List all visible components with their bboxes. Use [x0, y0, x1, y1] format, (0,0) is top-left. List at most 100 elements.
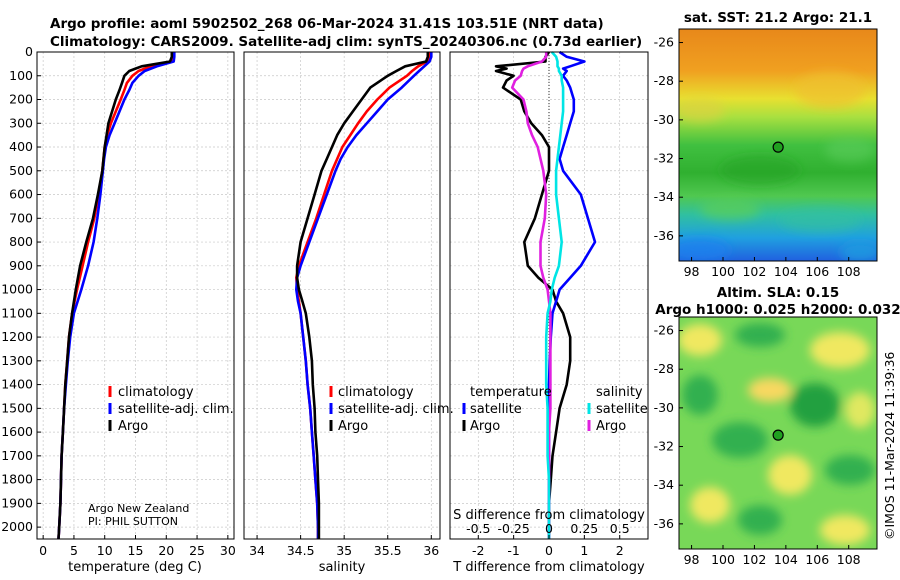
depth-tick-label: 500: [9, 163, 33, 178]
note-argo-group: Argo New Zealand: [88, 502, 189, 515]
salinity-axes-box: [243, 51, 441, 540]
difference-legend: temperature salinity satellite Argo sate…: [462, 385, 648, 434]
salinity-difference-tick-labels: -0.5 -0.25 0 0.25 0.5: [466, 521, 630, 536]
lon-tick-label: 108: [837, 552, 861, 567]
series-argo: [57, 52, 174, 540]
depth-tick-label: 900: [9, 258, 33, 273]
legend-climatology: climatology: [118, 385, 194, 400]
sla-lat-ticks: -26 -28 -30 -32 -34 -36: [654, 323, 683, 531]
legend-satellite: satellite-adj. clim.: [338, 402, 454, 417]
lon-tick-label: 100: [711, 552, 735, 567]
sst-map: -26 -28 -30 -32 -34 -36 98 100 102 104 106 108: [654, 28, 878, 279]
legend-climatology: climatology: [338, 385, 414, 400]
temperature-tick-labels: 0 5 10 15 20 25 30: [39, 535, 236, 558]
s-diff-tick-label: -0.5: [466, 521, 490, 536]
difference-panel: -2 -1 0 1 2 -0.5 -0.25 0 0.25 0.5 S difference f…: [449, 50, 649, 575]
temperature-xlabel: temperature (deg C): [68, 560, 202, 575]
sla-map-frame: [678, 316, 878, 550]
lon-tick-label: 108: [837, 264, 861, 279]
depth-tick-label: 1800: [1, 472, 33, 487]
sst-texture: [679, 72, 877, 261]
x-tick-label: 36: [423, 543, 439, 558]
temperature-legend: climatology satellite-adj. clim. Argo: [108, 385, 234, 434]
sst-lon-ticks: 98 100 102 104 106 108: [684, 257, 861, 279]
imos-credit: ©IMOS 11-Mar-2024 11:39:36: [882, 352, 897, 540]
depth-tick-label: 1100: [1, 305, 33, 320]
depth-tick-label: 1300: [1, 353, 33, 368]
depth-tick-label: 1500: [1, 400, 33, 415]
sla-lon-ticks: 98 100 102 104 106 108: [684, 545, 861, 567]
sst-lat-ticks: -26 -28 -30 -32 -34 -36: [654, 35, 683, 243]
x-tick-label: 34.5: [287, 543, 315, 558]
depth-tick-label: 200: [9, 92, 33, 107]
x-tick-label: -1: [507, 543, 519, 558]
s-diff-tick-label: -0.25: [497, 521, 529, 536]
legend-satellite: satellite-adj. clim.: [118, 402, 234, 417]
depth-tick-label: 600: [9, 187, 33, 202]
legend-t-argo: Argo: [470, 419, 500, 434]
x-tick-label: 1: [580, 543, 588, 558]
depth-tick-label: 700: [9, 210, 33, 225]
lon-tick-label: 104: [774, 264, 798, 279]
legend-s-satellite: satellite: [596, 402, 648, 417]
difference-lines: [494, 50, 597, 539]
header-line1: Argo profile: aoml 5902502_268 06-Mar-20…: [50, 16, 604, 32]
depth-tick-label: 0: [25, 44, 33, 59]
lon-tick-label: 104: [774, 552, 798, 567]
depth-tick-label: 800: [9, 234, 33, 249]
depth-tick-labels: 0 100 200 300 400 500 600 700 800 900 1000 1100 1200…: [1, 44, 41, 534]
sla-map: -26 -28 -30 -32 -34 -36 98 100 102 104 106 108: [654, 316, 878, 567]
legend-t-satellite: satellite: [470, 402, 522, 417]
salinity-lines: [294, 52, 433, 539]
depth-tick-label: 2000: [1, 519, 33, 534]
x-tick-label: 15: [128, 543, 144, 558]
lat-tick-label: -32: [654, 151, 674, 166]
lat-tick-label: -28: [654, 73, 674, 88]
sla-title-2: Argo h1000: 0.025 h2000: 0.032: [655, 302, 900, 318]
depth-tick-label: 1000: [1, 282, 33, 297]
s-diff-tick-label: 0.25: [570, 521, 598, 536]
lat-tick-label: -36: [654, 228, 674, 243]
x-tick-label: -2: [472, 543, 484, 558]
legend-temperature-title: temperature: [470, 385, 552, 400]
series-temperature-argo: [494, 51, 572, 539]
x-tick-label: 34: [249, 543, 265, 558]
series-salinity-argo: [510, 52, 552, 539]
salinity-difference-label: S difference from climatology: [453, 508, 645, 523]
temperature-grid: [37, 51, 234, 539]
legend-salinity-title: salinity: [596, 385, 643, 400]
depth-tick-label: 300: [9, 115, 33, 130]
s-diff-tick-label: 0: [545, 521, 553, 536]
x-tick-label: 20: [158, 543, 174, 558]
legend-argo: Argo: [338, 419, 368, 434]
salinity-panel: 34 34.5 35 35.5 36 salinity climatology sate…: [243, 51, 454, 575]
sst-map-frame: [678, 28, 878, 262]
legend-argo: Argo: [118, 419, 148, 434]
lat-tick-label: -34: [654, 189, 674, 204]
salinity-xlabel: salinity: [319, 560, 366, 575]
temperature-difference-label: T difference from climatology: [452, 560, 645, 575]
lon-tick-label: 98: [684, 552, 700, 567]
sst-map-title: sat. SST: 21.2 Argo: 21.1: [684, 10, 872, 26]
salinity-grid: [244, 51, 440, 539]
depth-tick-label: 1900: [1, 495, 33, 510]
lon-tick-label: 102: [742, 264, 766, 279]
sst-float-marker: [772, 141, 784, 153]
x-tick-label: 25: [189, 543, 205, 558]
x-tick-label: 30: [220, 543, 236, 558]
salinity-tick-labels: 34 34.5 35 35.5 36: [249, 535, 439, 558]
depth-tick-label: 1600: [1, 424, 33, 439]
series-satellite-adj-clim-: [294, 52, 433, 539]
x-tick-label: 5: [70, 543, 78, 558]
depth-tick-label: 100: [9, 68, 33, 83]
lat-tick-label: -36: [654, 516, 674, 531]
lat-tick-label: -30: [654, 400, 674, 415]
lat-tick-label: -32: [654, 439, 674, 454]
salinity-legend: climatology satellite-adj. clim. Argo: [329, 385, 454, 434]
sla-float-marker: [772, 429, 784, 441]
lon-tick-label: 102: [742, 552, 766, 567]
note-pi: PI: PHIL SUTTON: [88, 515, 178, 528]
sla-title-1: Altim. SLA: 0.15: [717, 285, 839, 301]
lon-tick-label: 106: [805, 264, 829, 279]
